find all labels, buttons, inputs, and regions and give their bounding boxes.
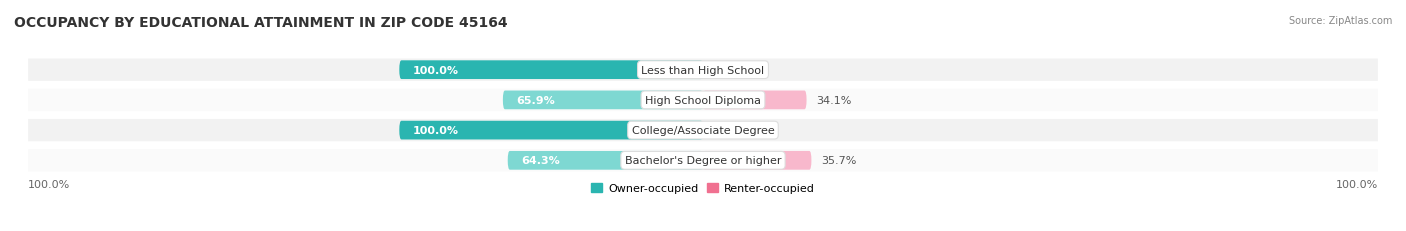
Text: Less than High School: Less than High School xyxy=(641,65,765,75)
Legend: Owner-occupied, Renter-occupied: Owner-occupied, Renter-occupied xyxy=(586,179,820,198)
FancyBboxPatch shape xyxy=(28,149,1378,172)
Text: Bachelor's Degree or higher: Bachelor's Degree or higher xyxy=(624,156,782,166)
FancyBboxPatch shape xyxy=(399,61,703,80)
FancyBboxPatch shape xyxy=(703,151,811,170)
Text: 65.9%: 65.9% xyxy=(516,95,555,105)
FancyBboxPatch shape xyxy=(399,121,703,140)
Text: 100.0%: 100.0% xyxy=(1336,179,1378,189)
FancyBboxPatch shape xyxy=(703,91,807,110)
Text: 100.0%: 100.0% xyxy=(28,179,70,189)
FancyBboxPatch shape xyxy=(508,151,703,170)
Text: 64.3%: 64.3% xyxy=(522,156,560,166)
Text: 34.1%: 34.1% xyxy=(817,95,852,105)
Text: Source: ZipAtlas.com: Source: ZipAtlas.com xyxy=(1288,16,1392,26)
Text: High School Diploma: High School Diploma xyxy=(645,95,761,105)
Text: 0.0%: 0.0% xyxy=(723,126,751,136)
Text: 0.0%: 0.0% xyxy=(723,65,751,75)
Text: OCCUPANCY BY EDUCATIONAL ATTAINMENT IN ZIP CODE 45164: OCCUPANCY BY EDUCATIONAL ATTAINMENT IN Z… xyxy=(14,16,508,30)
FancyBboxPatch shape xyxy=(28,59,1378,82)
Text: 100.0%: 100.0% xyxy=(413,65,458,75)
FancyBboxPatch shape xyxy=(503,91,703,110)
Text: 100.0%: 100.0% xyxy=(413,126,458,136)
Text: 35.7%: 35.7% xyxy=(821,156,856,166)
FancyBboxPatch shape xyxy=(28,119,1378,142)
Text: College/Associate Degree: College/Associate Degree xyxy=(631,126,775,136)
FancyBboxPatch shape xyxy=(28,89,1378,112)
